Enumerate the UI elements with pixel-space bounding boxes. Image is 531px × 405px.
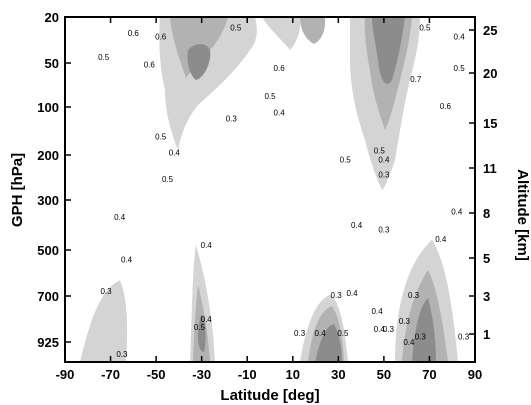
contour-label: 0.6 [128,29,140,38]
y-tick-label: 700 [37,289,59,304]
contour-label: 0.4 [201,315,213,324]
contour-label: 0.4 [114,213,126,222]
y2-tick-label: 1 [483,327,490,342]
contour-label: 0.4 [121,256,133,265]
fill-right-upper-dark [372,17,405,84]
y-tick-label: 500 [37,243,59,258]
contour-label: 0.4 [315,329,327,338]
contour-label: 0.4 [351,221,363,230]
fill-center-top-light [262,17,301,50]
x-tick-label: -50 [147,367,166,382]
y2-axis-label: Altitude [km] [514,169,531,261]
x-tick-label: 70 [422,367,436,382]
contour-label: 0.6 [144,61,156,70]
contour-label: 0.5 [337,329,349,338]
contour-label: 0.6 [440,102,452,111]
x-axis-label: Latitude [deg] [220,387,319,404]
y2-tick-label: 5 [483,251,490,266]
contour-label: 0.5 [374,147,386,156]
contour-label: 0.6 [274,64,286,73]
contour-label: 0.3 [415,333,427,342]
contour-label: 0.4 [403,338,415,347]
x-tick-label: 30 [331,367,345,382]
y-tick-label: 20 [45,10,59,25]
fill-center-right-dark [315,324,342,362]
contour-label: 0.3 [399,317,411,326]
contour-label: 0.4 [454,33,466,42]
contour-label: 0.4 [169,148,181,157]
contour-label: 0.5 [340,156,352,165]
contour-label: 0.5 [230,23,242,32]
fill-left-lower-light2 [108,296,126,362]
y2-axis-ticks: 25 20 15 11 8 5 3 1 [469,23,497,342]
contour-label: 0.5 [155,132,167,141]
x-tick-label: -70 [101,367,120,382]
contour-labels: 0.60.50.60.60.50.60.50.40.30.50.40.50.70… [98,23,470,359]
contour-label: 0.4 [374,325,386,334]
y-tick-label: 300 [37,193,59,208]
y2-tick-label: 20 [483,66,497,81]
y-tick-label: 925 [37,335,59,350]
contour-label: 0.3 [294,329,306,338]
x-tick-label: -30 [192,367,211,382]
contour-label: 0.5 [454,64,466,73]
y2-tick-label: 8 [483,206,490,221]
x-tick-label: 50 [377,367,391,382]
contour-label: 0.3 [383,325,395,334]
contour-label: 0.4 [346,289,358,298]
contour-label: 0.4 [435,235,447,244]
fill-left-upper-dark [187,44,211,80]
y-tick-label: 200 [37,148,59,163]
y2-tick-label: 3 [483,289,490,304]
y2-tick-label: 25 [483,23,497,38]
contour-label: 0.3 [100,287,112,296]
fill-center-left-dark [198,315,206,352]
contour-label: 0.4 [372,307,384,316]
shaded-regions [80,17,458,362]
contour-label: 0.3 [331,291,343,300]
contour-label: 0.3 [226,115,238,124]
contour-label: 0.4 [201,241,213,250]
contour-label: 0.5 [162,175,174,184]
contour-label: 0.3 [378,226,390,235]
x-tick-label: 90 [468,367,482,382]
y-tick-label: 50 [45,56,59,71]
x-axis-ticks: -90 -70 -50 -30 -10 10 30 50 70 90 [56,17,482,382]
contour-label: 0.3 [458,333,470,342]
y-tick-label: 100 [37,100,59,115]
x-tick-label: 10 [286,367,300,382]
contour-label: 0.3 [408,291,420,300]
plot-frame [64,16,476,363]
x-tick-label: -10 [238,367,257,382]
contour-label: 0.5 [419,23,431,32]
fill-center-top-mid [300,17,326,44]
y-axis-ticks: 20 50 100 200 300 500 700 925 [37,10,71,350]
fill-right-lower-dark [412,298,436,362]
y-axis-label: GPH [hPa] [9,153,26,227]
x-tick-label: -90 [56,367,75,382]
contour-label: 0.3 [378,170,390,179]
contour-label: 0.7 [410,75,422,84]
y2-tick-label: 11 [483,161,497,176]
contour-label: 0.5 [264,92,276,101]
y2-tick-label: 15 [483,116,497,131]
contour-label: 0.4 [378,156,390,165]
contour-label: 0.6 [155,33,167,42]
contour-label: 0.4 [274,109,286,118]
contour-label: 0.3 [116,350,128,359]
contour-label: 0.4 [451,207,463,216]
contour-label: 0.5 [98,53,110,62]
contour-label: 0.5 [194,323,206,332]
